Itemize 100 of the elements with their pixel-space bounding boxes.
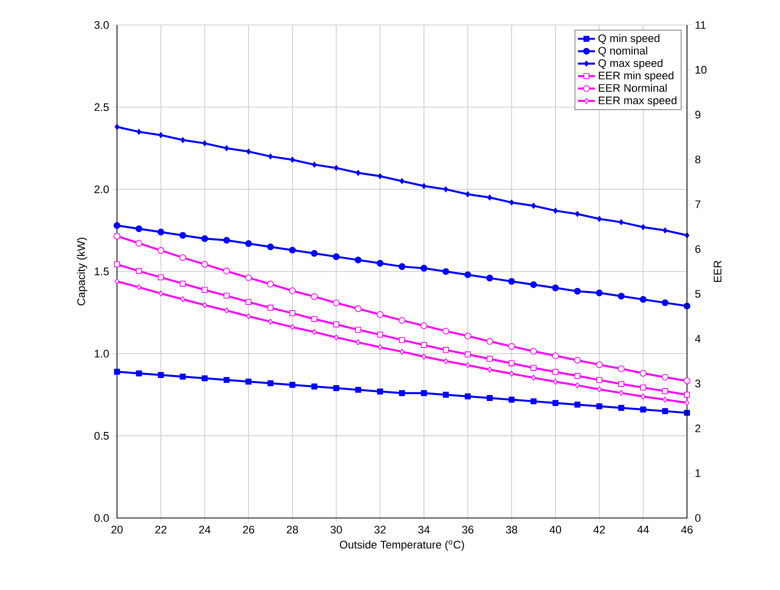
point	[420, 264, 428, 272]
point	[289, 246, 296, 254]
point	[179, 254, 186, 261]
point	[311, 384, 318, 390]
point	[618, 219, 624, 226]
point	[332, 253, 340, 260]
point	[684, 377, 690, 384]
point	[268, 318, 273, 325]
point	[508, 360, 515, 366]
point	[486, 338, 494, 345]
point	[180, 296, 186, 302]
point	[530, 364, 537, 371]
point	[618, 380, 624, 387]
point	[378, 173, 382, 180]
y-axis-title: Capacity (kW)	[76, 238, 88, 306]
y2-tick-label: 9	[695, 110, 700, 118]
point	[246, 313, 251, 320]
y2-tick-label: 3	[695, 380, 700, 388]
point	[464, 393, 471, 400]
y-tick-label: 1.5	[94, 268, 109, 276]
x-tick-label: 38	[506, 526, 518, 534]
point	[245, 274, 252, 282]
point	[552, 400, 558, 406]
legend-label: EER Norminal	[598, 84, 667, 92]
x-tick-label: 40	[550, 526, 562, 534]
point	[487, 194, 492, 201]
x-axis-title: Outside Temperature ($^{o}$C)	[340, 540, 464, 551]
point	[136, 225, 142, 232]
point	[596, 376, 602, 383]
point	[640, 406, 646, 413]
point	[422, 183, 426, 190]
point	[311, 316, 318, 322]
point	[310, 250, 318, 257]
point	[552, 368, 558, 375]
point	[618, 292, 625, 300]
point	[268, 153, 273, 160]
x-tick-label: 26	[243, 526, 254, 534]
legend-label: Q min speed	[598, 34, 660, 44]
point	[662, 299, 668, 306]
point	[486, 356, 493, 362]
point	[376, 311, 384, 318]
legend-label: Q nominal	[598, 46, 648, 57]
point	[246, 378, 252, 385]
point	[662, 408, 668, 414]
point	[662, 388, 668, 394]
point	[464, 271, 472, 278]
x-tick-label: 36	[462, 526, 474, 534]
point	[531, 202, 536, 209]
point	[180, 280, 186, 287]
point	[662, 396, 668, 403]
x-tick-label: 32	[374, 526, 386, 534]
point	[444, 358, 448, 364]
y2-tick-label: 10	[696, 66, 707, 74]
point	[114, 222, 120, 229]
point	[356, 170, 361, 176]
point	[378, 344, 382, 350]
point	[377, 388, 384, 394]
point	[574, 372, 580, 379]
point	[377, 332, 384, 338]
x-tick-label: 24	[199, 526, 210, 534]
point	[290, 324, 295, 330]
point	[596, 289, 603, 296]
point	[400, 348, 404, 355]
point	[158, 274, 164, 280]
point	[486, 274, 494, 282]
x-tick-label: 22	[155, 526, 166, 534]
x-tick-label: 46	[681, 526, 693, 534]
y2-tick-label: 6	[695, 245, 700, 253]
point	[422, 354, 426, 360]
point	[420, 390, 427, 396]
y2-axis-title: EER	[714, 260, 722, 282]
point	[399, 337, 405, 344]
point	[158, 290, 164, 296]
point	[202, 302, 208, 308]
point	[223, 268, 230, 274]
point	[334, 164, 339, 171]
y-tick-label: 1.0	[94, 350, 109, 358]
x-tick-label: 44	[637, 526, 649, 534]
point	[444, 186, 448, 192]
point	[136, 128, 142, 135]
point	[531, 374, 536, 381]
point	[640, 384, 646, 391]
point	[442, 268, 450, 275]
point	[530, 348, 537, 355]
point	[399, 390, 405, 396]
point	[158, 132, 164, 138]
point	[464, 332, 472, 340]
point	[596, 403, 602, 410]
point	[201, 260, 208, 268]
point	[289, 310, 296, 316]
point	[575, 210, 580, 217]
point	[574, 356, 581, 364]
point	[310, 293, 318, 300]
point	[509, 199, 514, 206]
y-tick-label: 2.0	[94, 185, 109, 194]
point	[552, 352, 559, 360]
point	[553, 208, 558, 214]
legend-label: EER max speed	[598, 96, 676, 106]
point	[312, 162, 317, 168]
point	[376, 260, 384, 267]
